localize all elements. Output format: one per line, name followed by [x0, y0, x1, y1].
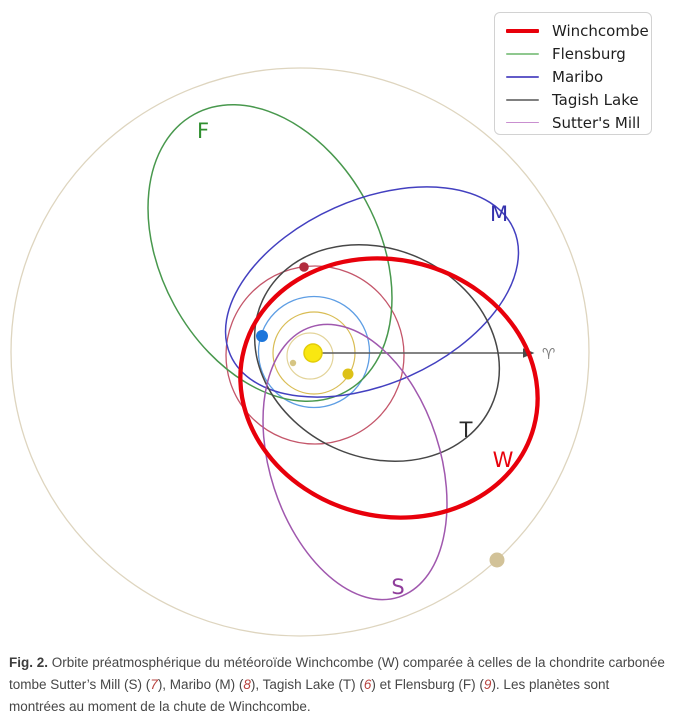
- label-tagish-lake: T: [459, 418, 473, 442]
- orbit-sutters-mill: [262, 323, 448, 601]
- orbit-tagish-lake: [253, 243, 501, 463]
- legend-item-tagish-lake: Tagish Lake: [495, 88, 651, 111]
- label-winchcombe: W: [493, 448, 514, 472]
- legend-label: Maribo: [552, 67, 604, 86]
- venus-dot: [342, 368, 354, 380]
- legend-item-sutters-mill: Sutter's Mill: [495, 111, 651, 134]
- legend-line-flensburg: [506, 53, 539, 55]
- orbit-plot: ♈ F M T W S: [10, 67, 590, 637]
- mercury-dot: [289, 359, 297, 367]
- jupiter-dot: [489, 552, 505, 568]
- legend-label: Flensburg: [552, 45, 626, 64]
- mars-orbit: [225, 265, 405, 445]
- orbit-winchcombe: [238, 256, 540, 520]
- aries-symbol: ♈: [542, 345, 555, 363]
- orbit-figure: ♈ F M T W S Winchcombe: [10, 12, 652, 637]
- legend-item-maribo: Maribo: [495, 66, 651, 89]
- label-sutters-mill: S: [391, 575, 404, 599]
- legend-line-winchcombe: [506, 29, 539, 34]
- caption-text: ), Maribo (M) (: [157, 677, 244, 692]
- legend-line-tagish-lake: [506, 98, 539, 101]
- legend-label: Winchcombe: [552, 22, 649, 41]
- mercury-orbit: [286, 332, 334, 380]
- legend-label: Sutter's Mill: [552, 113, 641, 132]
- caption-text: ) et Flensburg (F) (: [371, 677, 484, 692]
- mars-dot: [299, 262, 309, 272]
- label-maribo: M: [490, 202, 508, 226]
- orbit-maribo: [224, 186, 520, 398]
- legend-label: Tagish Lake: [552, 90, 639, 109]
- figure-number: Fig. 2.: [9, 655, 49, 670]
- legend-line-sutters-mill: [506, 121, 539, 124]
- legend-item-winchcombe: Winchcombe: [495, 20, 651, 43]
- earth-orbit: [257, 295, 371, 409]
- caption-text: ), Tagish Lake (T) (: [250, 677, 364, 692]
- reference-number: 6: [363, 677, 372, 692]
- legend: Winchcombe Flensburg Maribo Tagish Lake …: [494, 12, 652, 135]
- sun-dot: [303, 343, 323, 363]
- reference-number: 7: [150, 677, 158, 692]
- caption-text: Orbite préatmosphérique du météoroïde Wi…: [9, 655, 665, 692]
- label-flensburg: F: [197, 119, 209, 143]
- figure-caption: Fig. 2. Orbite préatmosphérique du météo…: [0, 650, 676, 716]
- reference-number: 9: [483, 677, 492, 692]
- legend-line-maribo: [506, 76, 539, 78]
- orbit-flensburg: [147, 104, 393, 402]
- earth-dot: [256, 330, 268, 342]
- legend-item-flensburg: Flensburg: [495, 43, 651, 66]
- jupiter-orbit: [10, 67, 590, 637]
- reference-number: 8: [243, 677, 251, 692]
- caption-text: ). Les planètes sont montrées au moment …: [9, 677, 610, 714]
